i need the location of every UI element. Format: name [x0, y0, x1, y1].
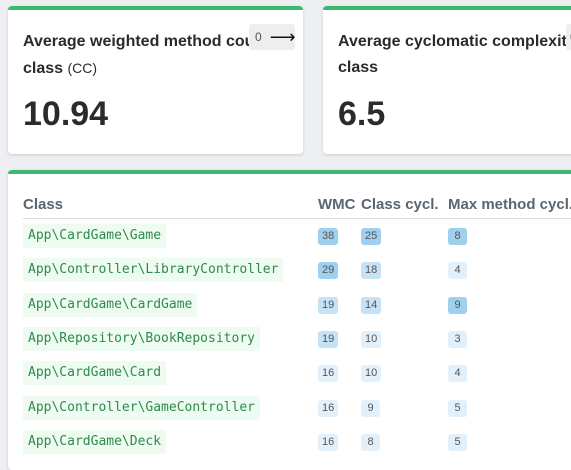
wmc-card: Average weighted method count by class (…	[8, 6, 303, 154]
table-row[interactable]: App\Repository\BookRepository 19 10 3	[23, 326, 571, 351]
class-cycl-badge: 10	[361, 365, 382, 383]
max-method-badge: 5	[448, 399, 467, 417]
cc-sort-button[interactable]: 0	[566, 24, 571, 50]
header-class[interactable]: Class	[23, 196, 64, 213]
max-method-badge: 9	[448, 296, 467, 314]
class-name[interactable]: App\CardGame\Deck	[23, 429, 167, 454]
wmc-badge: 16	[318, 433, 339, 451]
wmc-sort-count: 0	[255, 30, 262, 44]
class-cycl-badge: 10	[361, 330, 382, 348]
class-cycl-badge: 9	[361, 399, 380, 417]
table-row[interactable]: App\Controller\LibraryController 29 18 4	[23, 258, 571, 283]
wmc-title-suffix: (CC)	[67, 60, 98, 76]
wmc-badge: 16	[318, 399, 339, 417]
max-method-badge: 4	[448, 365, 467, 383]
header-wmc[interactable]: WMC	[318, 196, 356, 213]
cc-card: Average cyclomatic complexity by class 0…	[323, 6, 571, 154]
max-method-badge: 3	[448, 330, 467, 348]
cc-value: 6.5	[338, 95, 386, 133]
class-cycl-badge: 8	[361, 433, 380, 451]
arrow-right-icon: ⟶	[269, 27, 296, 47]
header-class-cycl[interactable]: Class cycl.	[361, 196, 439, 213]
table-row[interactable]: App\Controller\GameController 16 9 5	[23, 395, 571, 420]
wmc-card-title: Average weighted method count by class (…	[23, 29, 303, 82]
class-cycl-badge: 18	[361, 262, 382, 280]
class-name[interactable]: App\CardGame\Game	[23, 224, 167, 248]
class-name[interactable]: App\Repository\BookRepository	[23, 326, 260, 351]
max-method-badge: 4	[448, 262, 467, 280]
wmc-title-line2: class	[23, 60, 64, 77]
class-cycl-badge: 25	[361, 228, 382, 245]
wmc-badge: 19	[318, 330, 339, 348]
class-name[interactable]: App\Controller\GameController	[23, 395, 260, 420]
class-cycl-badge: 14	[361, 296, 382, 314]
class-name[interactable]: App\Controller\LibraryController	[23, 258, 284, 283]
table-header: Class WMC Class cycl. Max method cycl.	[23, 192, 571, 219]
cc-card-title: Average cyclomatic complexity by class	[338, 29, 571, 81]
cc-title-line2: class	[338, 59, 379, 76]
wmc-badge: 38	[318, 228, 339, 245]
cc-title-text: Average cyclomatic complexity by	[338, 33, 571, 50]
max-method-badge: 5	[448, 433, 467, 451]
table-row[interactable]: App\CardGame\Deck 16 8 5	[23, 429, 571, 454]
wmc-sort-button[interactable]: 0 ⟶	[249, 24, 296, 50]
table-row[interactable]: App\CardGame\Card 16 10 4	[23, 361, 571, 386]
class-name[interactable]: App\CardGame\Card	[23, 361, 167, 386]
max-method-badge: 8	[448, 228, 467, 245]
wmc-badge: 29	[318, 262, 339, 280]
wmc-badge: 19	[318, 296, 339, 314]
class-metrics-table: Class WMC Class cycl. Max method cycl. A…	[8, 170, 571, 470]
table-row[interactable]: App\CardGame\CardGame 19 14 9	[23, 292, 571, 317]
class-name[interactable]: App\CardGame\CardGame	[23, 292, 198, 317]
wmc-badge: 16	[318, 365, 339, 383]
table-row[interactable]: App\CardGame\Game 38 25 8	[23, 224, 571, 248]
wmc-title-text: Average weighted method count by	[23, 33, 293, 50]
wmc-value: 10.94	[23, 95, 109, 133]
header-max-method-cycl[interactable]: Max method cycl.	[448, 196, 571, 213]
